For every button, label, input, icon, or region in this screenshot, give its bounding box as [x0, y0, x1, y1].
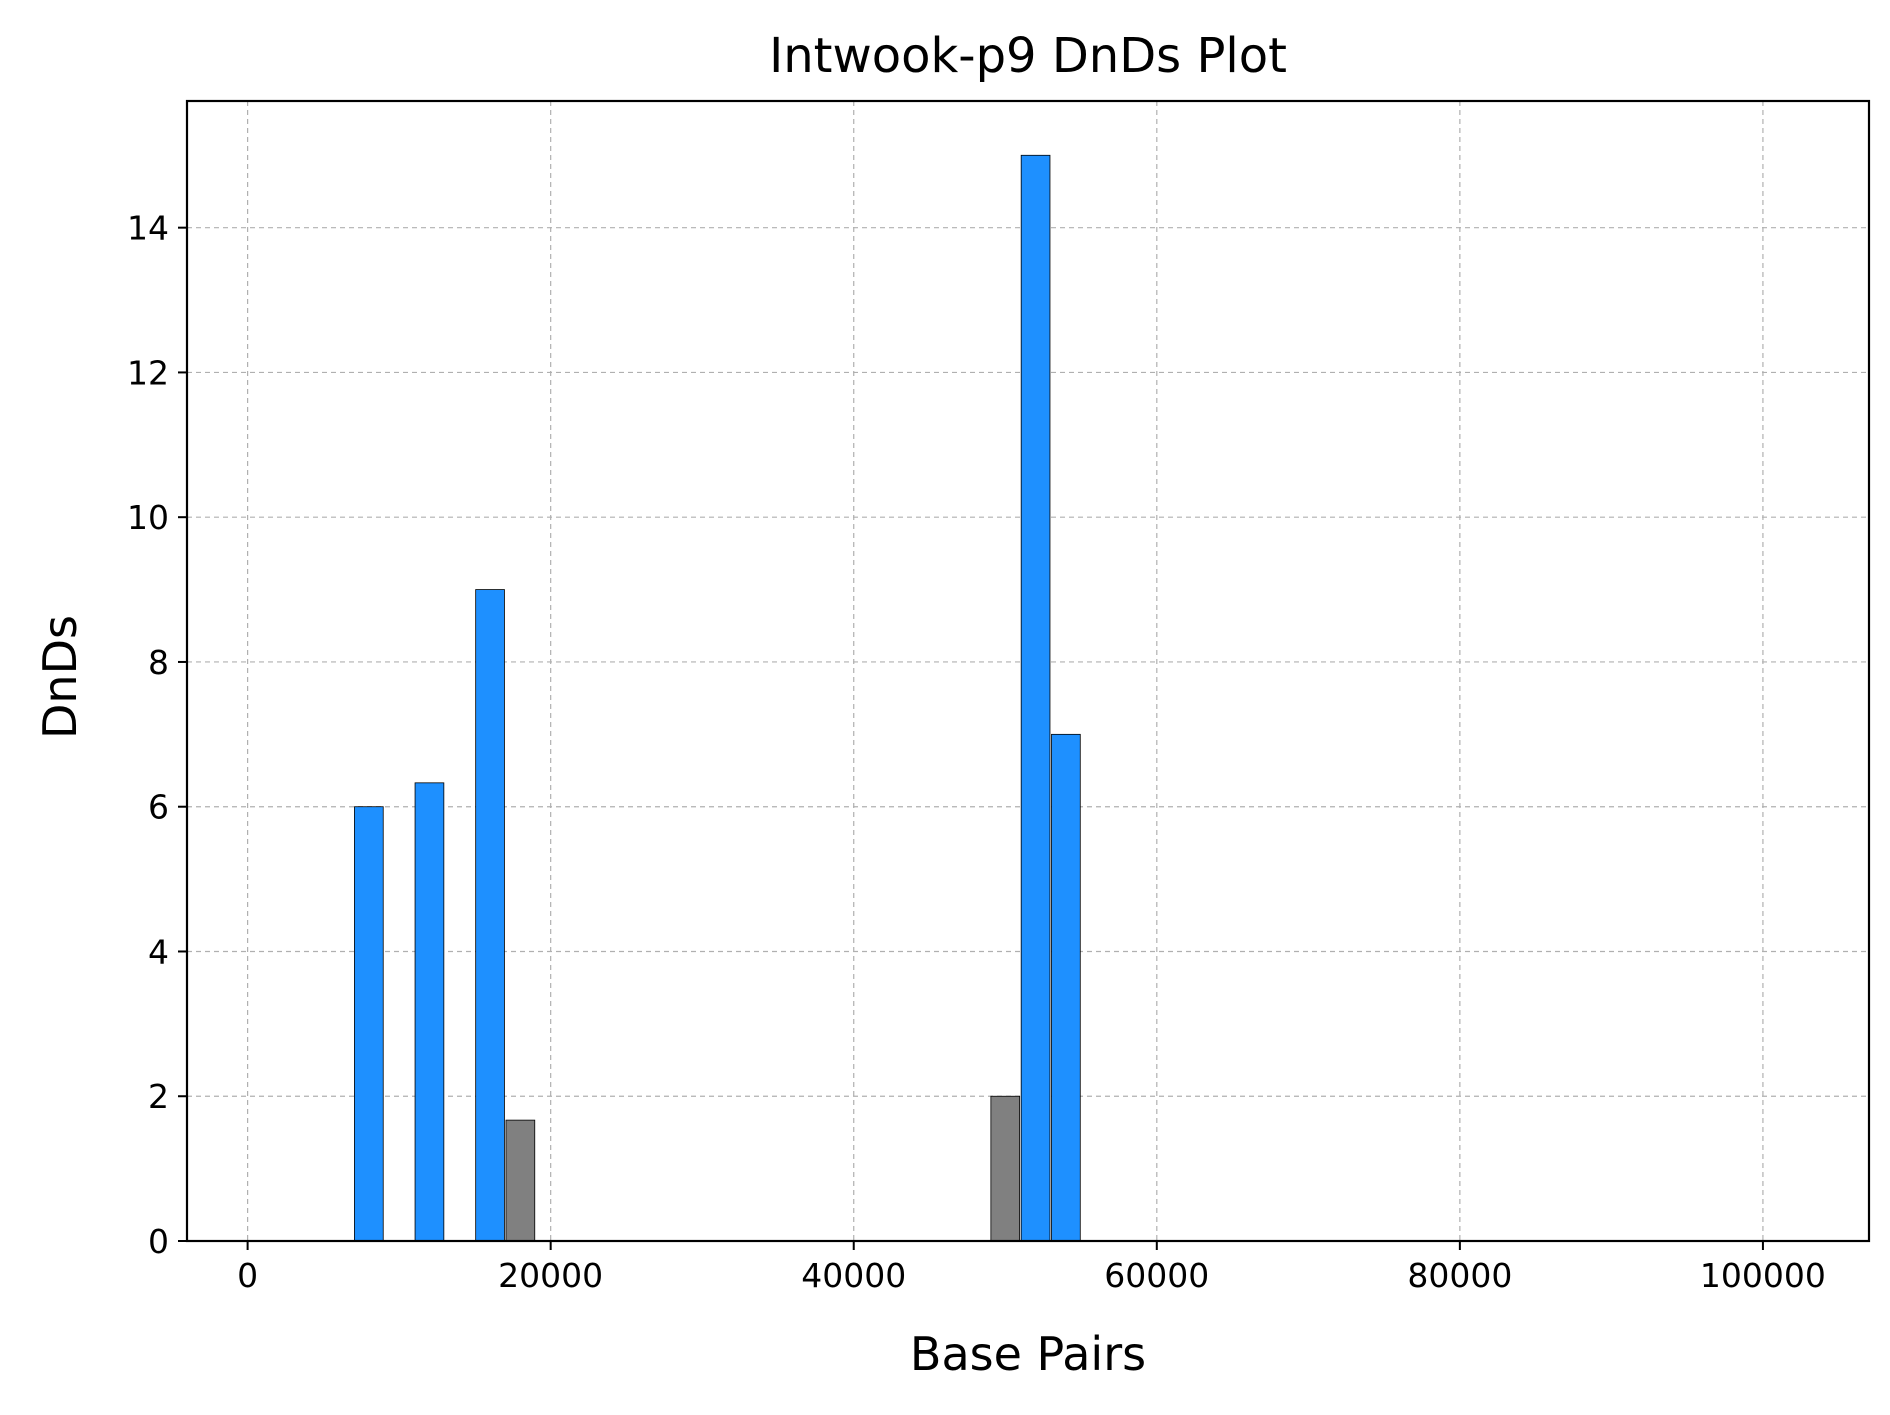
plot-frame — [185, 99, 1871, 1243]
y-tick-label: 10 — [127, 498, 169, 537]
x-tick-label: 80000 — [1407, 1256, 1512, 1295]
x-tick-label: 60000 — [1104, 1256, 1209, 1295]
bars — [354, 154, 1081, 1242]
y-tick-label: 2 — [148, 1077, 169, 1116]
x-tick-label: 20000 — [498, 1256, 603, 1295]
bar — [414, 782, 445, 1242]
bar — [354, 806, 384, 1242]
x-tick-label: 40000 — [801, 1256, 906, 1295]
y-tick-label: 8 — [148, 643, 169, 682]
bar — [505, 1119, 536, 1242]
y-tick-label: 4 — [148, 932, 169, 971]
y-tick-label: 6 — [148, 788, 169, 827]
bar — [475, 589, 505, 1242]
axis-ticks: 0 20000 40000 60000 80000 100000 0 2 4 6 8 10 12 14 — [127, 209, 1826, 1295]
x-tick-label: 0 — [237, 1256, 258, 1295]
y-tick-label: 0 — [148, 1222, 169, 1261]
chart-title: Intwook-p9 DnDs Plot — [769, 28, 1287, 84]
bar — [990, 1095, 1021, 1242]
y-tick-label: 14 — [127, 209, 169, 248]
bar — [1051, 733, 1081, 1242]
y-axis-label: DnDs — [33, 615, 87, 739]
x-tick-label: 100000 — [1700, 1256, 1826, 1295]
bar — [1020, 154, 1051, 1242]
x-axis-label: Base Pairs — [910, 1327, 1146, 1381]
y-tick-label: 12 — [127, 353, 169, 392]
